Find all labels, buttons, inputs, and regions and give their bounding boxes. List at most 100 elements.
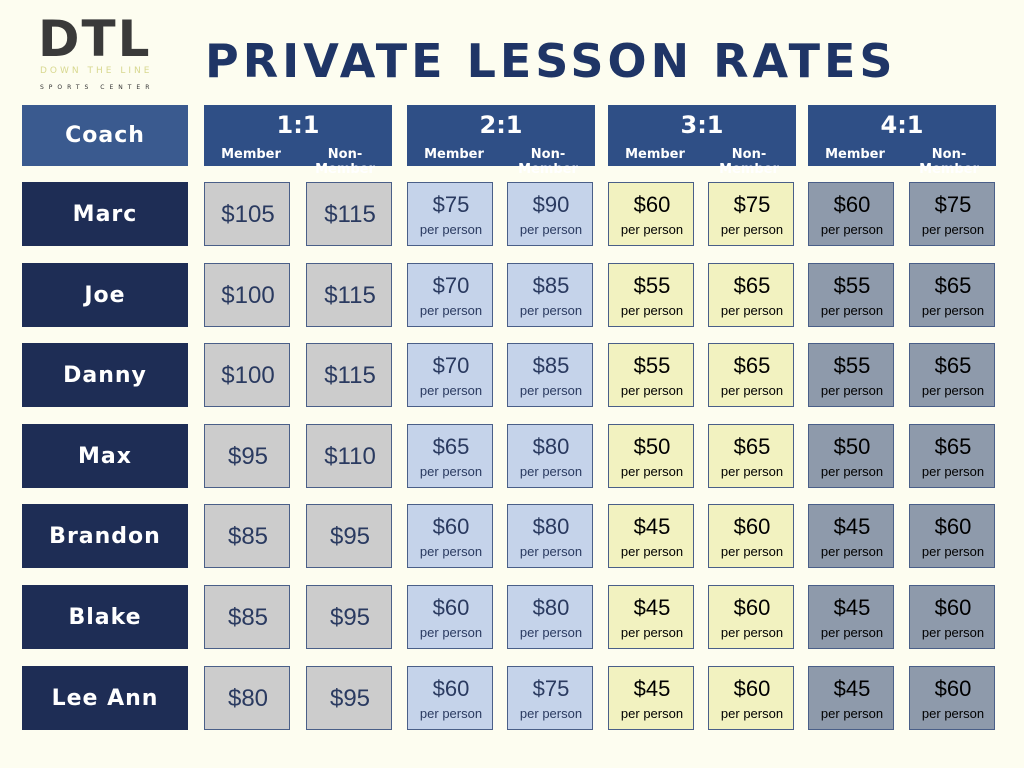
per-person: per person bbox=[921, 706, 985, 721]
price: $60 bbox=[633, 192, 671, 217]
price-cell: $50 per person bbox=[808, 424, 894, 488]
price: $55 bbox=[633, 273, 671, 298]
price-cell: $60 per person bbox=[808, 182, 894, 246]
price: $65 bbox=[733, 273, 771, 298]
price: $115 bbox=[324, 362, 376, 389]
price-cell: $65 per person bbox=[708, 424, 794, 488]
coach-name: Danny bbox=[22, 343, 188, 407]
price-cell: $50 per person bbox=[608, 424, 694, 488]
per-person: per person bbox=[519, 303, 583, 318]
price: $60 bbox=[432, 676, 470, 701]
per-person: per person bbox=[620, 625, 684, 640]
price: $105 bbox=[221, 201, 275, 228]
price-cell: $45 per person bbox=[608, 666, 694, 730]
price: $75 bbox=[733, 192, 771, 217]
price-cell: $95 bbox=[306, 666, 392, 730]
price-cell: $100 bbox=[204, 263, 290, 327]
per-person: per person bbox=[419, 222, 483, 237]
group-header: 2:1 Member Non-Member bbox=[407, 105, 595, 177]
price-cell: $60 per person bbox=[708, 666, 794, 730]
price-cell: $65 per person bbox=[708, 263, 794, 327]
per-person: per person bbox=[419, 706, 483, 721]
price-cell: $95 bbox=[306, 504, 392, 568]
per-person: per person bbox=[620, 464, 684, 479]
price-cell: $55 per person bbox=[608, 263, 694, 327]
price-cell: $75 per person bbox=[708, 182, 794, 246]
price: $75 bbox=[934, 192, 972, 217]
price: $70 bbox=[432, 353, 470, 378]
price: $115 bbox=[324, 282, 376, 309]
per-person: per person bbox=[720, 222, 784, 237]
price-cell: $80 per person bbox=[507, 424, 593, 488]
price-cell: $80 bbox=[204, 666, 290, 730]
group-label: 4:1 bbox=[880, 111, 924, 139]
price: $60 bbox=[733, 514, 771, 539]
per-person: per person bbox=[519, 464, 583, 479]
price-cell: $45 per person bbox=[808, 504, 894, 568]
price-cell: $65 per person bbox=[909, 263, 995, 327]
price-cell: $115 bbox=[306, 182, 392, 246]
price: $65 bbox=[432, 434, 470, 459]
price-cell: $75 per person bbox=[507, 666, 593, 730]
price-cell: $45 per person bbox=[608, 585, 694, 649]
price-cell: $55 per person bbox=[808, 343, 894, 407]
per-person: per person bbox=[720, 625, 784, 640]
price-cell: $100 bbox=[204, 343, 290, 407]
price: $95 bbox=[329, 685, 371, 712]
price: $80 bbox=[227, 685, 269, 712]
price-cell: $65 per person bbox=[708, 343, 794, 407]
per-person: per person bbox=[720, 706, 784, 721]
group-label: 3:1 bbox=[680, 111, 724, 139]
price: $65 bbox=[934, 353, 972, 378]
per-person: per person bbox=[921, 625, 985, 640]
price-cell: $75 per person bbox=[909, 182, 995, 246]
price: $65 bbox=[934, 273, 972, 298]
per-person: per person bbox=[921, 464, 985, 479]
price-cell: $85 per person bbox=[507, 343, 593, 407]
price: $80 bbox=[532, 595, 570, 620]
price-cell: $45 per person bbox=[808, 585, 894, 649]
logo-line: SPORTS CENTER bbox=[40, 84, 155, 91]
per-person: per person bbox=[620, 383, 684, 398]
price-cell: $60 per person bbox=[407, 585, 493, 649]
per-person: per person bbox=[620, 303, 684, 318]
per-person: per person bbox=[519, 625, 583, 640]
price-cell: $95 bbox=[306, 585, 392, 649]
per-person: per person bbox=[720, 303, 784, 318]
price: $60 bbox=[934, 514, 972, 539]
price: $45 bbox=[633, 676, 671, 701]
price-cell: $115 bbox=[306, 263, 392, 327]
price: $60 bbox=[934, 676, 972, 701]
coach-name: Blake bbox=[22, 585, 188, 649]
price: $50 bbox=[833, 434, 871, 459]
price: $70 bbox=[432, 273, 470, 298]
column-label: Non-Member bbox=[518, 147, 578, 177]
price: $110 bbox=[324, 443, 376, 470]
per-person: per person bbox=[519, 383, 583, 398]
price-cell: $60 per person bbox=[909, 666, 995, 730]
column-label: Member bbox=[424, 147, 484, 162]
price: $80 bbox=[532, 434, 570, 459]
price-cell: $70 per person bbox=[407, 343, 493, 407]
per-person: per person bbox=[720, 464, 784, 479]
price: $45 bbox=[833, 514, 871, 539]
price: $45 bbox=[833, 595, 871, 620]
price: $65 bbox=[934, 434, 972, 459]
per-person: per person bbox=[419, 464, 483, 479]
price: $75 bbox=[432, 192, 470, 217]
price: $100 bbox=[221, 282, 275, 309]
price: $95 bbox=[329, 604, 371, 631]
per-person: per person bbox=[921, 222, 985, 237]
group-label: 2:1 bbox=[479, 111, 523, 139]
price-cell: $80 per person bbox=[507, 504, 593, 568]
price-cell: $70 per person bbox=[407, 263, 493, 327]
per-person: per person bbox=[921, 544, 985, 559]
price: $55 bbox=[633, 353, 671, 378]
group-header: 1:1 Member Non-Member bbox=[204, 105, 392, 177]
price-cell: $55 per person bbox=[608, 343, 694, 407]
price: $85 bbox=[227, 523, 269, 550]
price: $45 bbox=[833, 676, 871, 701]
price: $90 bbox=[532, 192, 570, 217]
price-cell: $60 per person bbox=[909, 585, 995, 649]
